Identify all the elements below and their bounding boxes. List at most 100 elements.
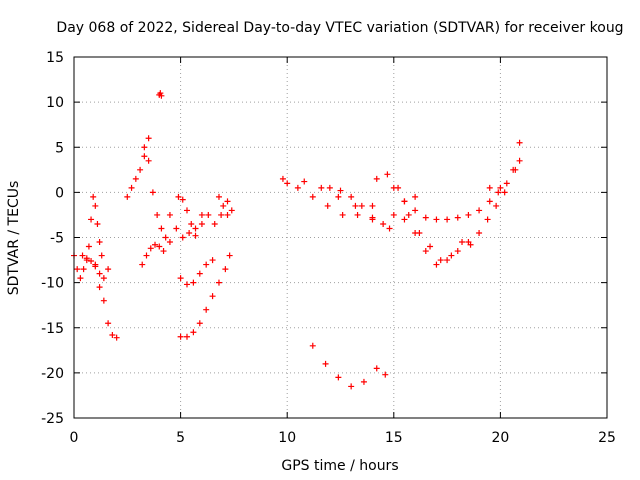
data-point — [422, 214, 429, 221]
x-axis: 0 5 10 15 20 25 — [70, 57, 616, 446]
data-point — [162, 234, 169, 241]
series-sat-m — [198, 198, 231, 227]
data-point — [173, 225, 180, 232]
data-point — [495, 189, 502, 196]
data-point — [137, 166, 144, 173]
data-point — [88, 257, 95, 264]
series-sat-c — [85, 193, 105, 259]
data-point — [486, 198, 493, 205]
data-point — [454, 214, 461, 221]
series-sat-g — [141, 144, 173, 246]
data-point — [369, 202, 376, 209]
data-point — [226, 252, 233, 259]
data-point — [141, 144, 148, 151]
y-tick-label: -20 — [41, 366, 64, 382]
data-point — [284, 180, 291, 187]
data-point — [147, 245, 154, 252]
y-axis: -25 -20 -15 -10 -5 0 5 10 15 — [41, 50, 607, 427]
x-tick-label: 0 — [70, 430, 79, 446]
data-point — [98, 252, 105, 259]
data-point — [80, 266, 87, 273]
data-point — [476, 229, 483, 236]
data-point — [218, 211, 225, 218]
data-point — [339, 211, 346, 218]
x-tick-label: 25 — [598, 430, 616, 446]
data-point — [215, 279, 222, 286]
data-point — [222, 266, 229, 273]
y-tick-label: -25 — [41, 411, 64, 427]
data-point — [175, 193, 182, 200]
data-point — [486, 184, 493, 191]
plot-frame — [73, 56, 608, 419]
data-point — [183, 207, 190, 214]
data-point — [322, 360, 329, 367]
series-sat-k — [177, 257, 216, 288]
data-point — [74, 266, 81, 273]
data-point — [205, 211, 212, 218]
data-point — [369, 214, 376, 221]
data-point — [220, 202, 227, 209]
data-point — [422, 248, 429, 255]
data-point — [88, 216, 95, 223]
data-point — [209, 293, 216, 300]
data-point — [203, 306, 210, 313]
data-point — [183, 333, 190, 340]
data-point — [109, 331, 116, 338]
chart-title: Day 068 of 2022, Sidereal Day-to-day VTE… — [56, 20, 623, 36]
data-point — [493, 202, 500, 209]
data-point — [503, 180, 510, 187]
data-point — [145, 157, 152, 164]
data-point — [501, 189, 508, 196]
data-point — [380, 220, 387, 227]
data-point — [279, 175, 286, 182]
data-point — [132, 175, 139, 182]
data-point — [96, 284, 103, 291]
data-point — [516, 157, 523, 164]
data-point — [149, 189, 156, 196]
data-point — [444, 216, 451, 223]
y-tick-label: 15 — [46, 50, 64, 66]
y-tick-label: -15 — [41, 321, 64, 337]
data-point — [459, 239, 466, 246]
data-point — [94, 220, 101, 227]
data-point — [209, 257, 216, 264]
data-point — [382, 371, 389, 378]
y-tick-label: 0 — [55, 185, 64, 201]
data-point — [203, 261, 210, 268]
data-point — [335, 374, 342, 381]
data-point — [145, 135, 152, 142]
data-point — [183, 281, 190, 288]
data-point — [401, 216, 408, 223]
data-point — [309, 342, 316, 349]
data-point — [390, 211, 397, 218]
data-point — [386, 225, 393, 232]
data-point — [186, 229, 193, 236]
data-point — [157, 90, 164, 97]
data-point — [190, 279, 197, 286]
data-point — [448, 252, 455, 259]
data-point — [160, 248, 167, 255]
data-point — [139, 261, 146, 268]
data-point — [348, 383, 355, 390]
series-sat-o — [279, 175, 376, 218]
data-point — [516, 139, 523, 146]
data-point — [224, 198, 231, 205]
data-point — [128, 184, 135, 191]
data-point — [412, 229, 419, 236]
series-sat-j — [175, 193, 199, 239]
data-point — [405, 211, 412, 218]
data-point — [166, 211, 173, 218]
data-point — [433, 261, 440, 268]
data-point — [156, 243, 163, 250]
data-point — [373, 365, 380, 372]
data-point — [412, 193, 419, 200]
series-sat-t — [390, 184, 504, 223]
data-point — [444, 257, 451, 264]
grid-lines — [74, 57, 607, 418]
data-point — [354, 211, 361, 218]
data-point — [141, 153, 148, 160]
data-point — [476, 207, 483, 214]
data-point — [412, 207, 419, 214]
data-point — [324, 202, 331, 209]
